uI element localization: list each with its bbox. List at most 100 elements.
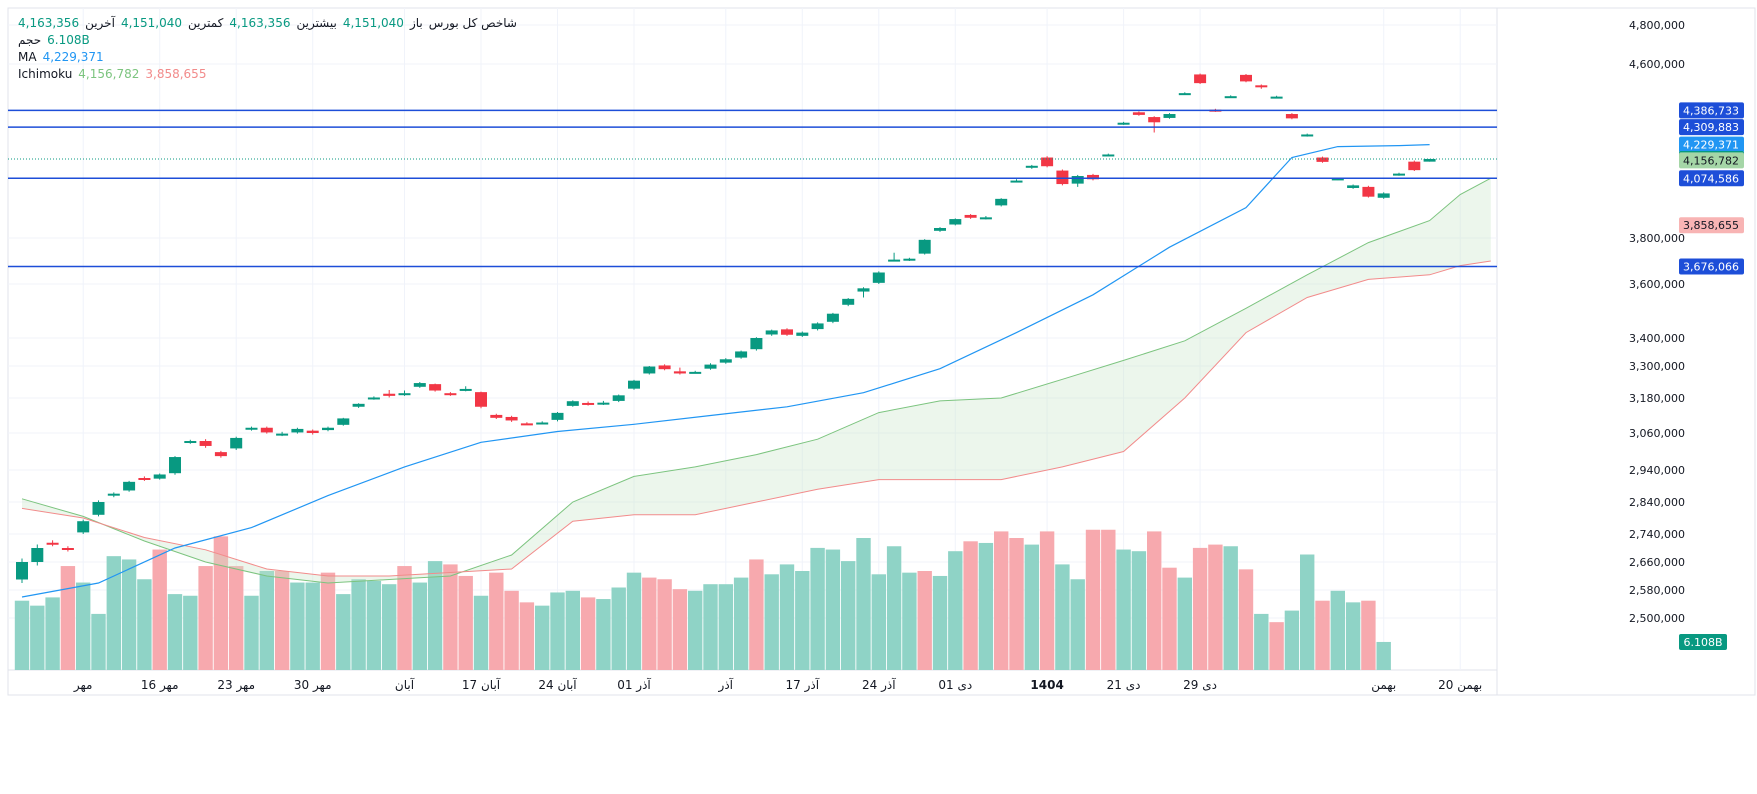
candle-body	[138, 478, 151, 480]
volume-bar	[672, 589, 688, 670]
candle-body	[1347, 185, 1360, 188]
candle-body	[765, 330, 778, 335]
candle-body	[658, 365, 671, 370]
candle-body	[1148, 117, 1161, 123]
volume-bar	[810, 547, 825, 670]
volume-bar	[565, 590, 580, 670]
candle-body	[352, 403, 365, 407]
volume-bar	[535, 605, 550, 670]
x-tick-label: 30 مهر	[294, 678, 332, 693]
y-tick-label: 3,400,000	[1629, 332, 1685, 345]
candle-body	[643, 366, 656, 374]
candle-body	[1117, 122, 1130, 125]
candle-body	[1377, 193, 1390, 198]
volume-bar	[932, 575, 948, 670]
candle-body	[750, 338, 763, 350]
volume-bar	[1315, 600, 1330, 670]
high-label: بیشترین	[296, 16, 337, 30]
volume-bar	[1208, 544, 1223, 670]
candle-body	[322, 427, 334, 431]
candle-body	[31, 548, 44, 562]
candles	[16, 73, 1436, 583]
volume-bar	[1101, 529, 1116, 670]
horizontal-line-badge	[1679, 258, 1744, 275]
volume-bar	[948, 551, 963, 670]
volume-bar	[1376, 641, 1391, 670]
horizontal-line-label: 4,386,733	[1683, 104, 1739, 117]
candle-body	[1362, 186, 1375, 197]
x-tick-label: 24 آذر	[862, 677, 896, 693]
volume-bar	[642, 577, 657, 670]
candle-body	[673, 371, 686, 374]
candle-body	[918, 239, 931, 254]
grid	[7, 7, 1756, 696]
volume-readout[interactable]: حجم 6.108B	[18, 32, 458, 49]
horizontal-line-label: 4,309,883	[1683, 121, 1739, 134]
x-tick-label: 24 آبان	[538, 677, 577, 692]
volume-bar	[106, 556, 121, 670]
volume-bar	[1223, 546, 1238, 670]
ma-readout[interactable]: MA 4,229,371	[18, 49, 458, 66]
volume-bar	[1131, 551, 1147, 670]
candle-body	[1056, 170, 1069, 185]
price-axis[interactable]: 4,800,000 4,600,000 3,800,000 3,600,000 3,40…	[1629, 19, 1685, 625]
close-label: آخرین	[85, 16, 115, 30]
volume-bar	[91, 613, 106, 670]
volume-bar	[290, 582, 305, 670]
candle-body	[1301, 134, 1314, 137]
volume-bar	[1192, 547, 1208, 670]
candle-body	[169, 457, 181, 474]
candle-body	[475, 392, 487, 407]
candle-body	[107, 493, 120, 496]
volume-bars	[14, 529, 1391, 670]
candle-body	[92, 502, 105, 515]
candle-body	[811, 323, 824, 330]
candle-body	[1102, 154, 1115, 157]
volume-label: حجم	[18, 33, 42, 47]
ichimoku-readout[interactable]: Ichimoku 4,156,782 3,858,655	[18, 66, 458, 83]
candle-body	[1270, 96, 1283, 99]
candle-body	[1025, 165, 1038, 168]
candle-body	[383, 393, 396, 396]
low-value: 4,151,040	[120, 16, 183, 30]
candle-body	[582, 402, 595, 405]
volume-bar	[718, 584, 733, 670]
candle-body	[367, 397, 380, 400]
candle-body	[597, 402, 610, 405]
time-axis[interactable]: مهر 16 مهر 23 مهر 30 مهر آبان 17 آبان 24 آبان 0…	[73, 677, 1482, 693]
candle-body	[1224, 96, 1237, 99]
candle-body	[1087, 174, 1099, 180]
candle-body	[979, 217, 992, 220]
candle-body	[1316, 157, 1329, 162]
volume-bar	[1055, 564, 1070, 670]
candle-body	[1285, 114, 1298, 119]
candle-body	[16, 562, 28, 580]
volume-bar	[917, 571, 932, 670]
candle-body	[689, 371, 702, 374]
volume-bar	[489, 572, 504, 670]
y-tick-label: 3,180,000	[1629, 392, 1685, 405]
candle-body	[1408, 161, 1421, 171]
price-badge	[1679, 217, 1744, 234]
candle-body	[77, 521, 90, 533]
volume-bar	[259, 571, 274, 670]
candle-body	[735, 351, 748, 358]
symbol-name[interactable]: شاخص کل بورس	[428, 16, 517, 30]
volume-badge-label: 6.108B	[1683, 636, 1722, 649]
candle-body	[1132, 112, 1145, 115]
candle-body	[459, 388, 472, 391]
volume-bar	[397, 566, 412, 670]
x-tick-label: 17 آبان	[462, 677, 501, 692]
x-tick-label: 29 دی	[1183, 678, 1217, 692]
volume-bar	[60, 566, 76, 670]
horizontal-lines[interactable]	[8, 109, 1497, 268]
volume-bar	[856, 538, 871, 670]
legend: شاخص کل بورس باز 4,151,040 بیشترین 4,163,3…	[18, 15, 517, 83]
ichimoku-span-b-value: 3,858,655	[145, 67, 207, 81]
volume-bar	[45, 597, 60, 670]
high-value: 4,163,356	[229, 16, 291, 30]
y-tick-label: 2,740,000	[1629, 528, 1685, 541]
volume-bar	[305, 582, 320, 670]
